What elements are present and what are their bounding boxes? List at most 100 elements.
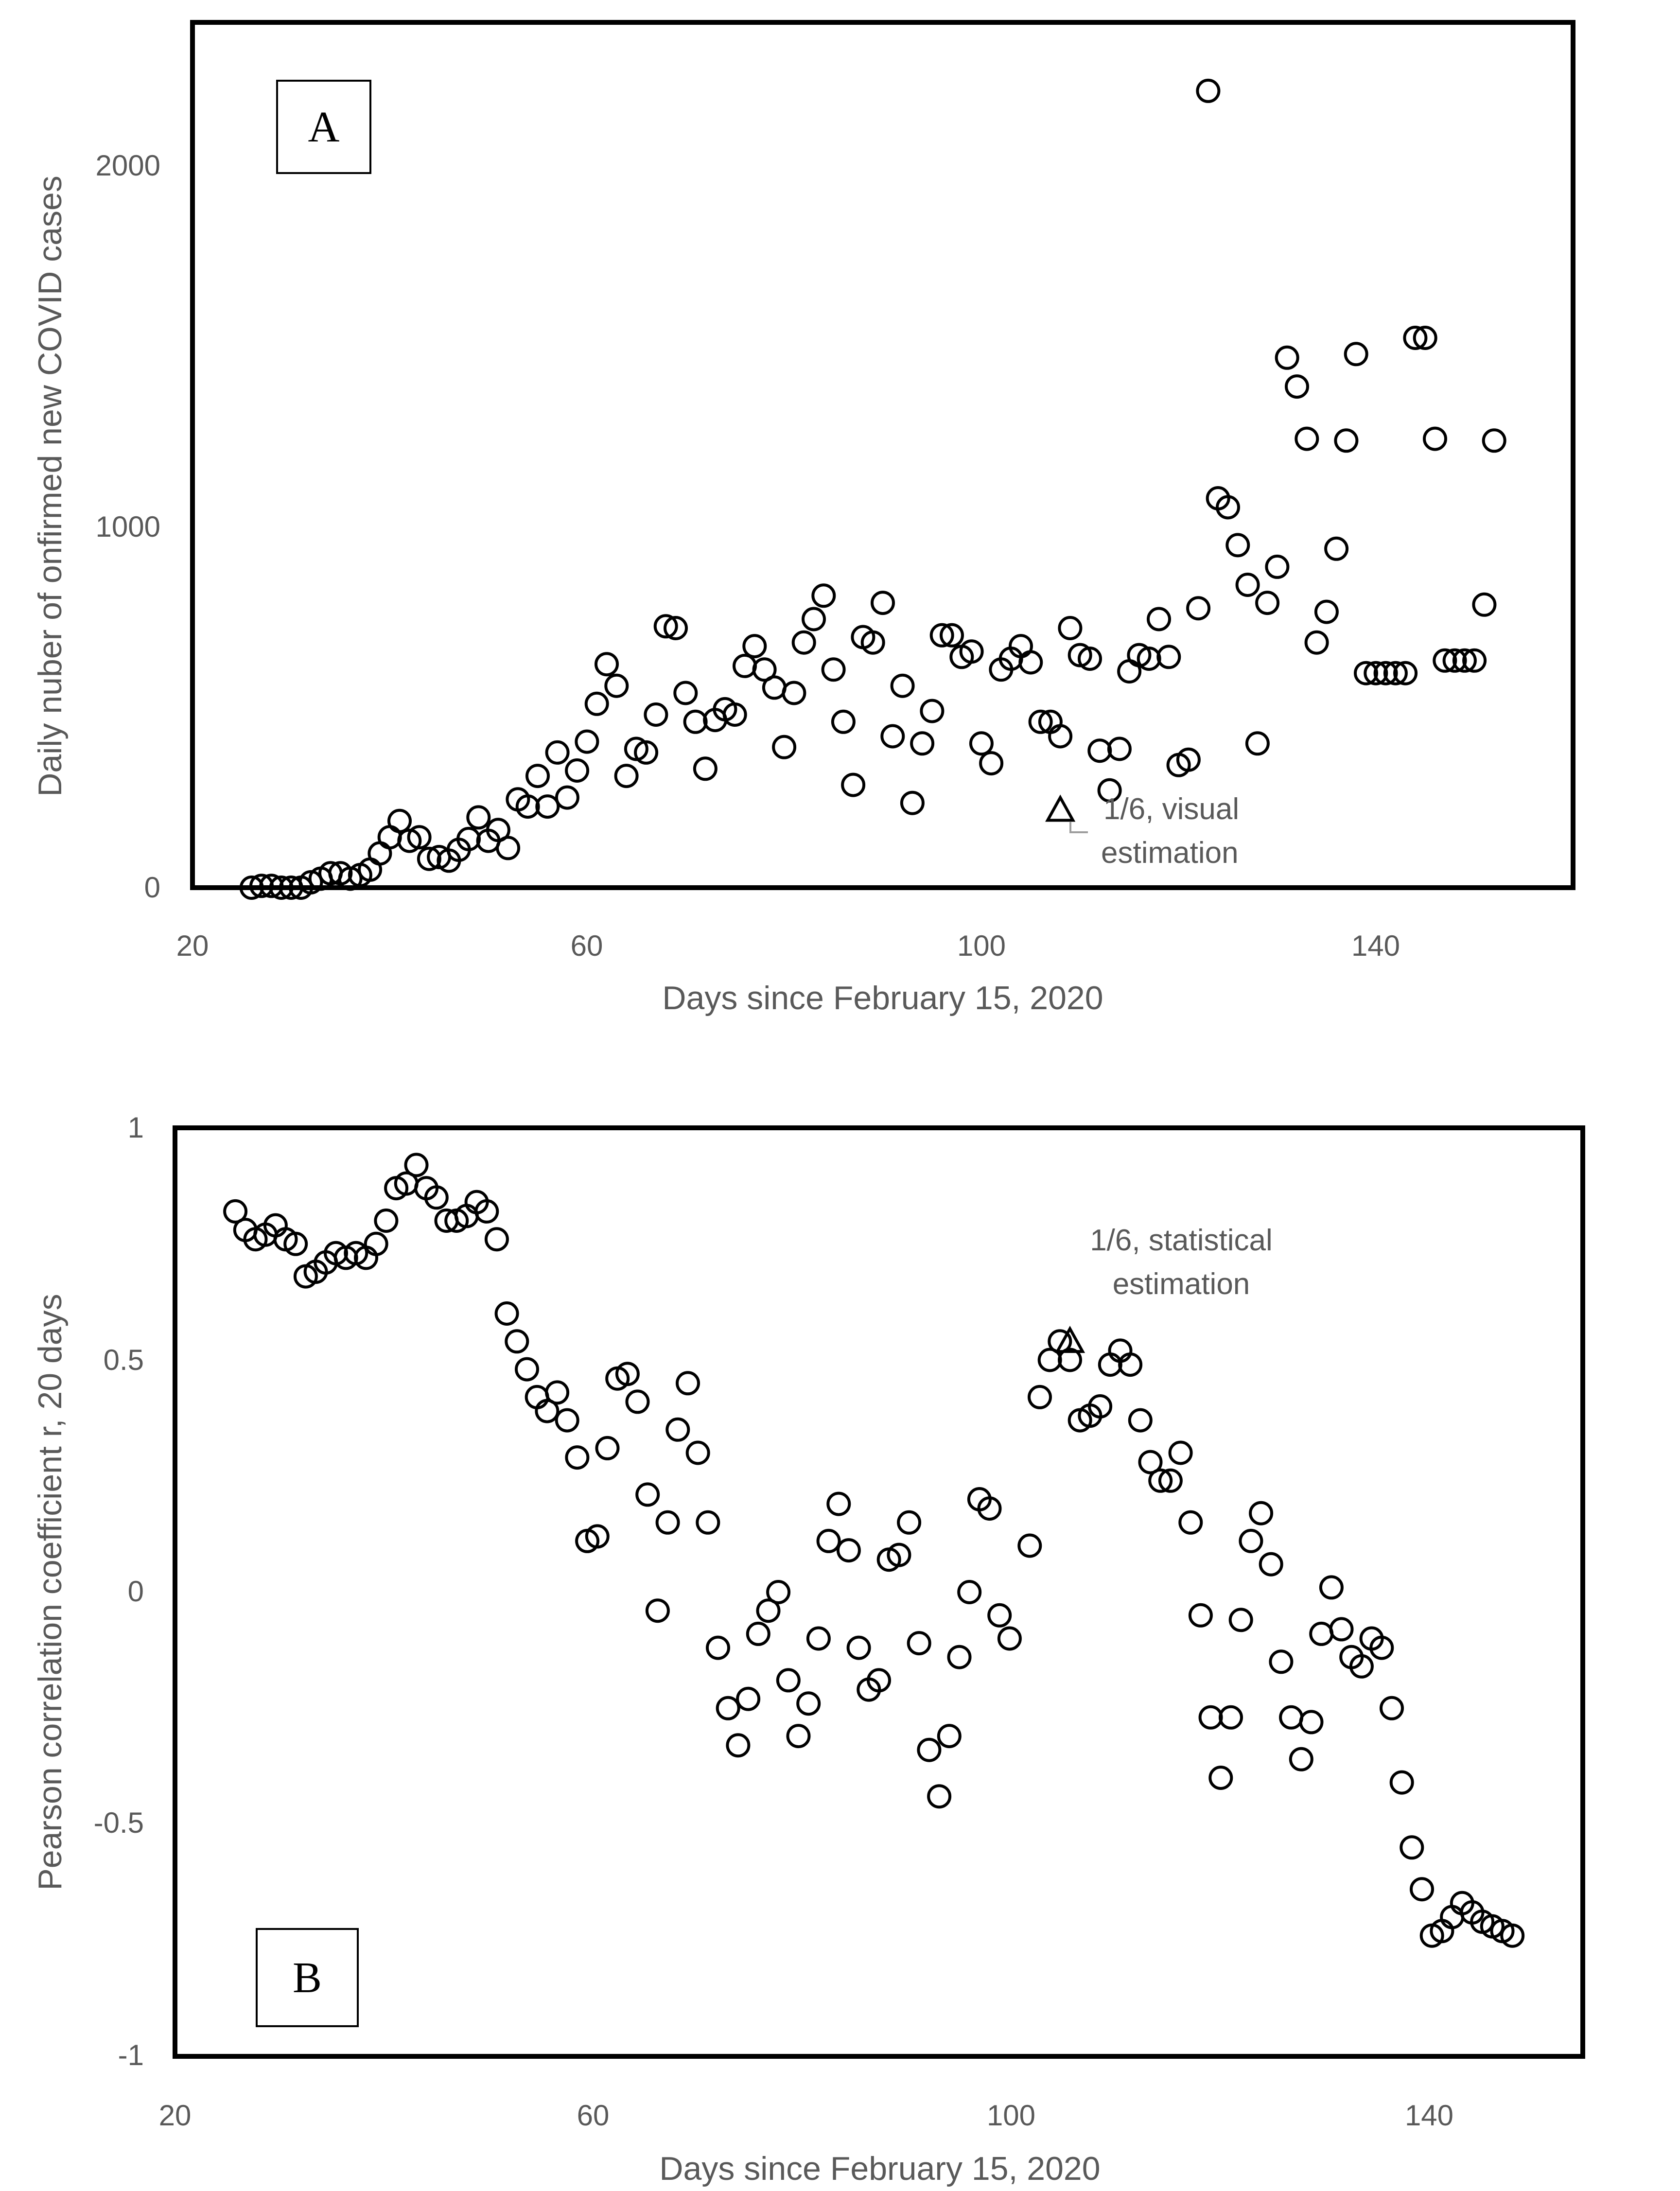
panel-b-data-point-104: [1279, 1705, 1304, 1730]
panel-a-data-point-69: [920, 699, 945, 723]
panel-b-data-point-34: [565, 1445, 590, 1470]
panel-b-data-point-36: [585, 1524, 610, 1549]
panel-b-data-point-20: [424, 1185, 449, 1210]
panel-b-data-point-115: [1389, 1770, 1414, 1795]
panel-a-data-point-93: [1156, 645, 1181, 669]
panel-b-data-point-82: [1058, 1348, 1082, 1372]
panel-a-data-point-43: [664, 616, 688, 640]
panel-a-data-point-86: [1087, 738, 1112, 763]
panel-b-data-point-42: [645, 1598, 670, 1623]
panel-a-data-point-31: [545, 740, 570, 765]
panel-a-data-point-64: [871, 591, 895, 615]
panel-b-data-point-26: [484, 1227, 509, 1252]
panel-a-letter: A: [308, 103, 340, 151]
panel-a-data-point-26: [496, 836, 521, 860]
panel-a-data-point-49: [722, 702, 747, 727]
panel-a-data-point-88: [1107, 736, 1132, 761]
panel-a-annotation-line2: estimation: [1101, 836, 1239, 870]
panel-a-data-point-125: [1472, 592, 1497, 617]
panel-a-data-point-79: [1018, 650, 1043, 675]
panel-b-data-point-45: [676, 1371, 700, 1396]
panel-a-data-point-120: [1423, 426, 1447, 451]
panel-a-xtick-60: 60: [571, 929, 603, 962]
panel-b-data-point-14: [364, 1231, 388, 1256]
panel-b-data-point-66: [887, 1542, 911, 1567]
panel-a-data-point-40: [634, 740, 659, 765]
panel-a-data-point-51: [742, 634, 767, 659]
panel-b-data-point-47: [696, 1510, 720, 1535]
panel-a-data-point-112: [1344, 342, 1368, 367]
panel-a-data-point-119: [1413, 326, 1437, 350]
panel-b-xtick-60: 60: [577, 2099, 610, 2132]
panel-a-frame: [190, 20, 1575, 890]
panel-b-data-point-28: [505, 1329, 529, 1354]
panel-b-data-point-75: [977, 1496, 1002, 1521]
panel-a-annotation-leader: [1069, 822, 1088, 833]
panel-b-data-point-94: [1178, 1510, 1203, 1535]
panel-a-ytick-1000: 1000: [96, 510, 160, 543]
panel-b-data-point-0: [223, 1199, 248, 1224]
panel-a-data-point-56: [791, 630, 816, 655]
panel-b-data-point-126: [1500, 1923, 1525, 1948]
panel-b-data-point-40: [625, 1389, 650, 1414]
panel-a-data-point-126: [1482, 428, 1506, 453]
panel-b-data-point-99: [1228, 1608, 1253, 1632]
panel-b-ytick-neg1: -1: [118, 2039, 144, 2071]
panel-b-y-axis-label: Pearson correlation coefficient r, 20 da…: [32, 1294, 69, 1890]
panel-a-data-point-92: [1147, 607, 1171, 631]
panel-a-data-point-109: [1314, 599, 1339, 624]
panel-a-letter-box: [276, 80, 371, 174]
panel-a-data-point-14: [377, 825, 402, 850]
panel-a-data-point-97: [1196, 78, 1221, 103]
panel-b-data-point-25: [474, 1199, 499, 1224]
panel-b-annotation-line2: estimation: [1113, 1267, 1250, 1301]
panel-a-data-point-105: [1275, 345, 1299, 370]
panel-a-xtick-140: 140: [1351, 929, 1400, 962]
panel-b-data-point-50: [726, 1733, 751, 1758]
panel-b-points: [223, 1153, 1525, 1948]
panel-b-data-point-85: [1088, 1394, 1113, 1419]
panel-b-data-point-96: [1198, 1705, 1223, 1730]
panel-a-data-point-2: [259, 874, 284, 898]
panel-b-data-point-33: [555, 1408, 579, 1433]
panel-a-data-point-89: [1117, 659, 1142, 684]
panel-a-data-point-67: [900, 790, 925, 815]
panel-a-data-point-114: [1364, 661, 1388, 685]
panel-b-xtick-20: 20: [159, 2099, 192, 2132]
panel-b-data-point-51: [736, 1686, 761, 1711]
panel-a-data-point-17: [407, 825, 432, 850]
panel-b-data-point-90: [1138, 1450, 1163, 1474]
panel-a-data-point-6: [298, 870, 323, 894]
panel-b-data-point-102: [1259, 1552, 1283, 1577]
panel-b-data-point-100: [1239, 1528, 1263, 1553]
panel-a-data-point-30: [535, 794, 560, 819]
panel-b-data-point-76: [987, 1603, 1012, 1628]
panel-a-data-point-38: [614, 764, 639, 789]
panel-a-data-point-110: [1324, 536, 1349, 561]
panel-a-data-point-45: [683, 709, 708, 734]
panel-b-annotation-line1: 1/6, statistical: [1090, 1224, 1273, 1257]
panel-a-data-point-99: [1216, 495, 1240, 520]
panel-b-data-point-54: [766, 1580, 791, 1604]
panel-a-data-point-83: [1058, 616, 1083, 640]
panel-a-data-point-59: [821, 657, 846, 682]
panel-b-data-point-55: [776, 1668, 801, 1693]
panel-a-data-point-57: [802, 607, 826, 631]
panel-a-data-point-35: [584, 691, 609, 716]
panel-b-ytick-neg0.5: -0.5: [94, 1806, 144, 1839]
panel-b-data-point-68: [907, 1631, 931, 1656]
panel-b-data-point-105: [1289, 1747, 1313, 1771]
panel-a-data-point-111: [1334, 428, 1359, 453]
panel-b-xtick-140: 140: [1405, 2099, 1453, 2132]
panel-b-data-point-70: [927, 1784, 952, 1809]
panel-a-data-point-25: [486, 818, 510, 842]
panel-b-data-point-43: [655, 1510, 680, 1535]
panel-a-data-point-117: [1393, 661, 1418, 685]
panel-b-letter-box: [256, 1928, 359, 2027]
panel-a-data-point-34: [575, 729, 599, 754]
panel-a-data-point-61: [841, 772, 866, 797]
panel-a-data-point-90: [1127, 643, 1152, 667]
panel-a-data-point-80: [1028, 709, 1053, 734]
panel-a-annotation-triangle: [1045, 794, 1076, 822]
